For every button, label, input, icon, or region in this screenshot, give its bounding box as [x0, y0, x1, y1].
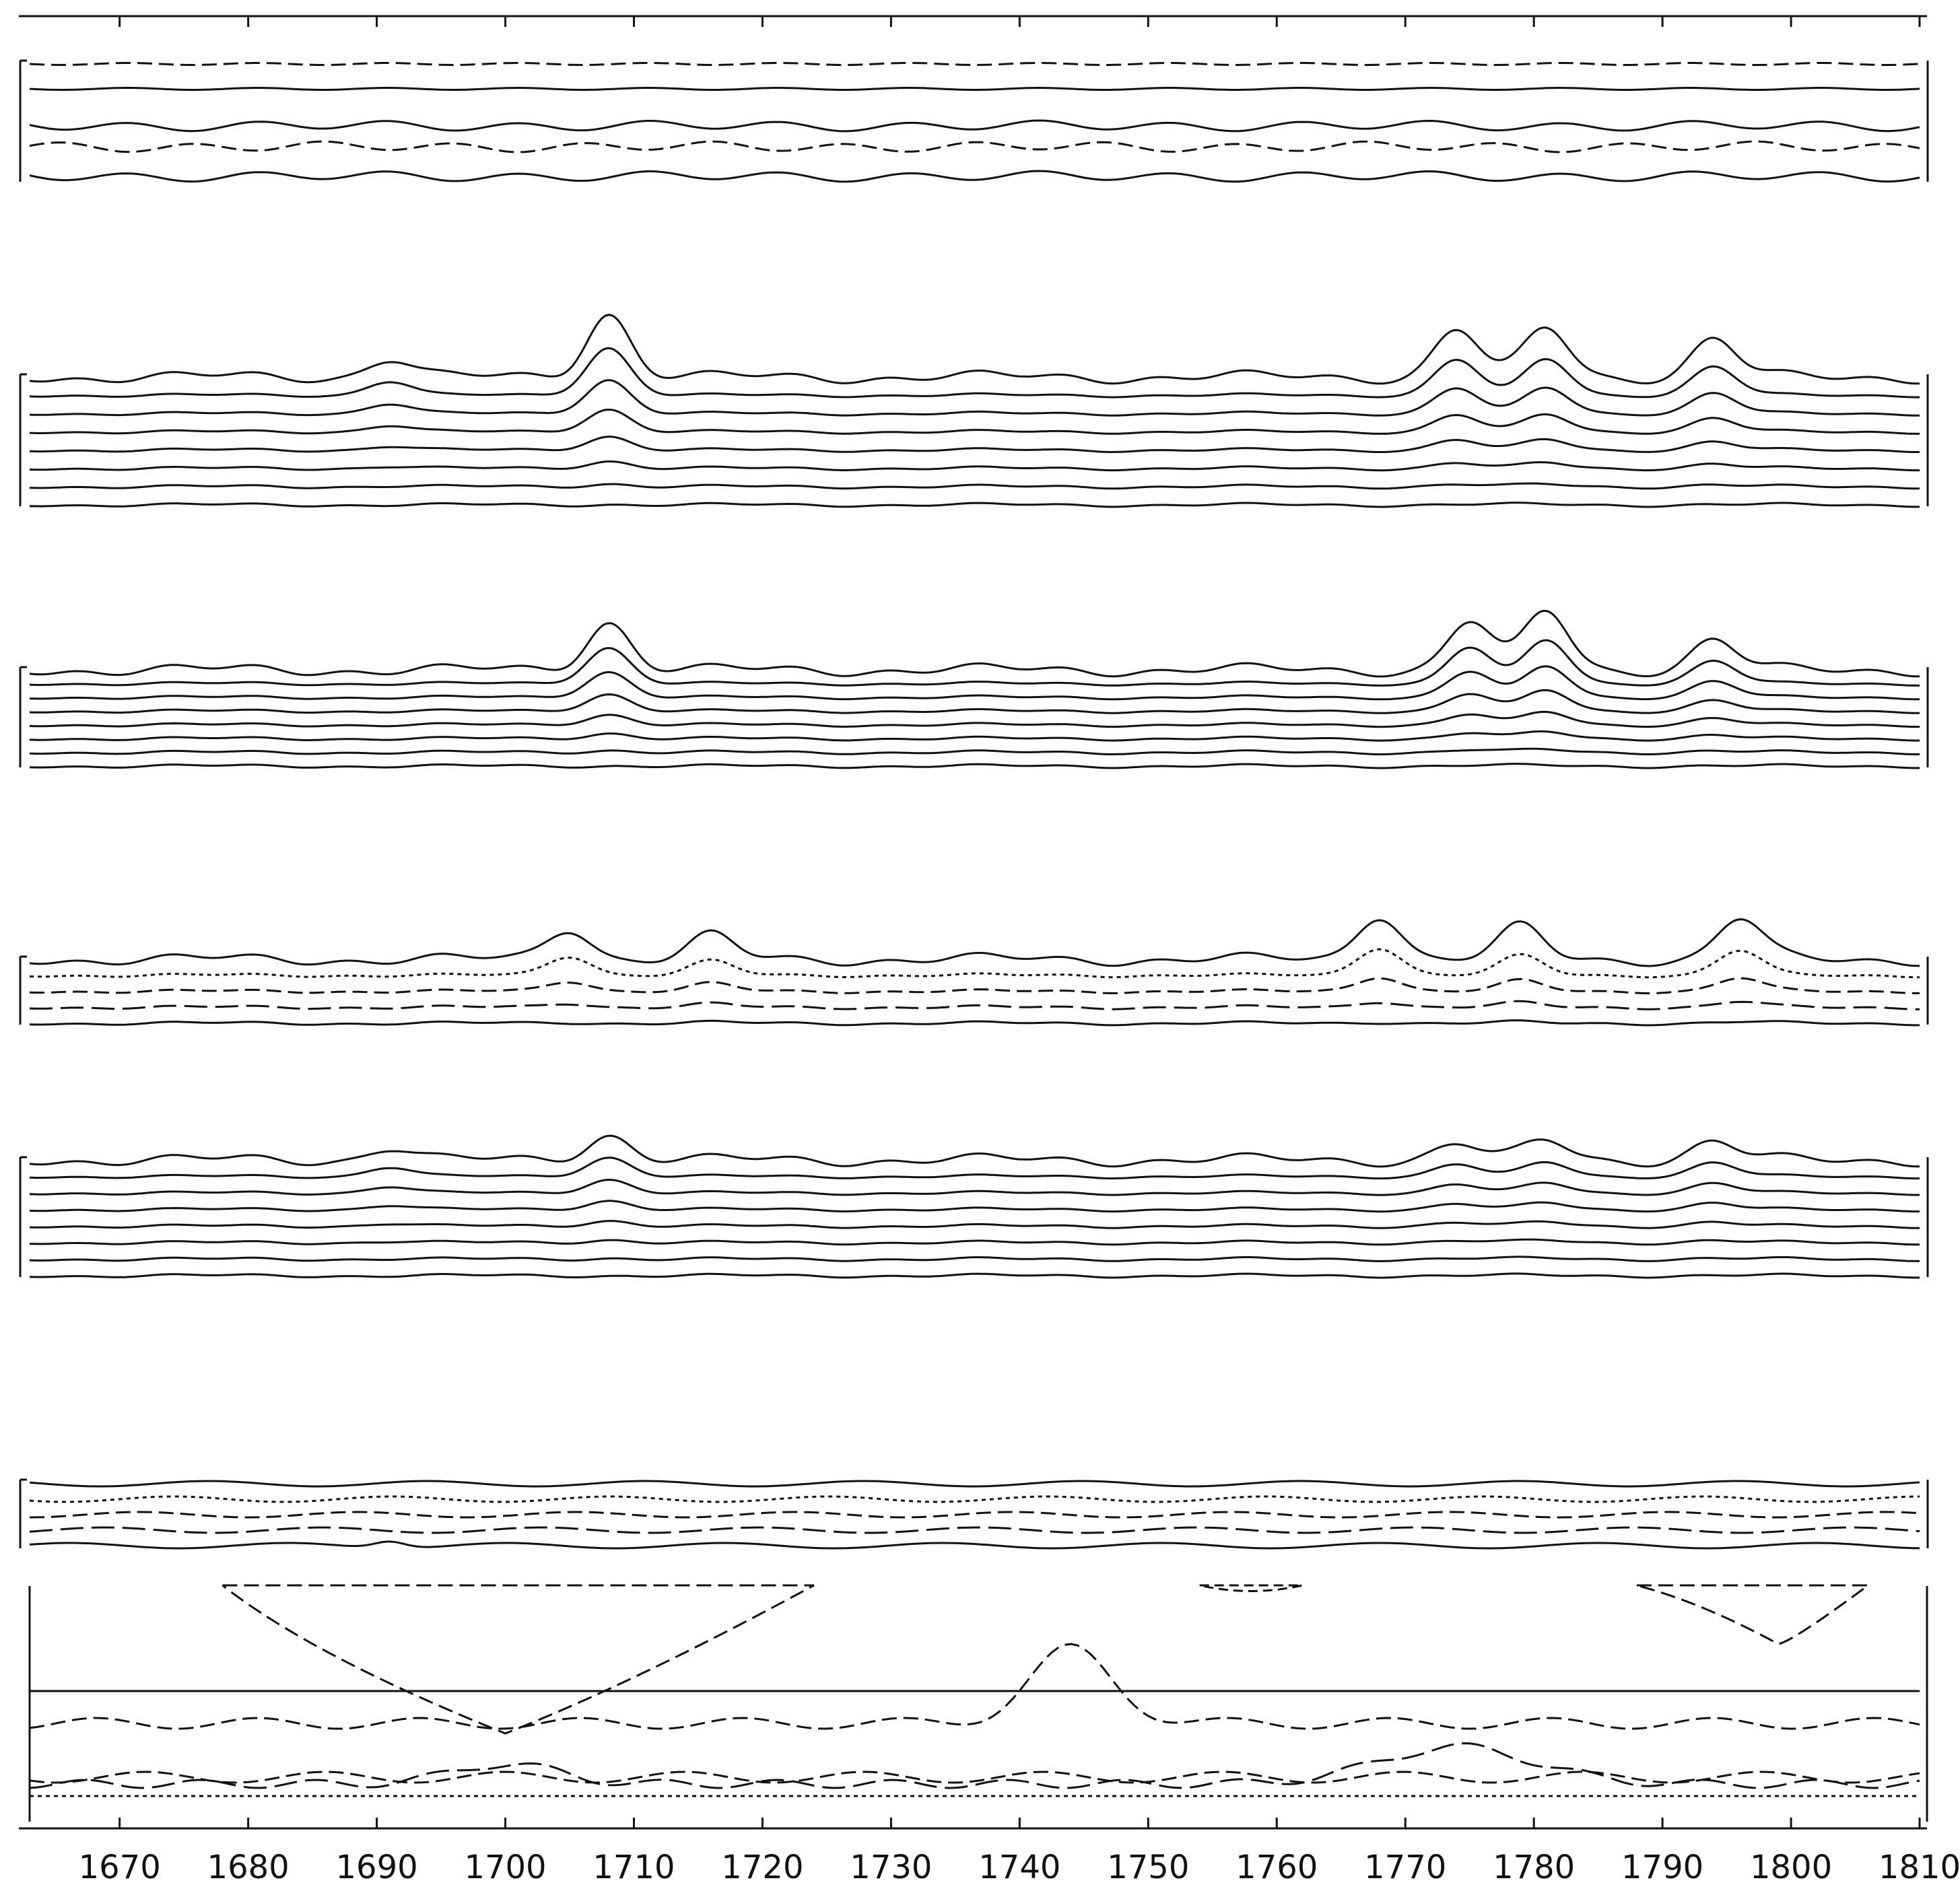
x-tick-label: 1680 — [207, 1849, 290, 1886]
series-line — [1636, 1584, 1872, 1645]
series-line — [29, 1511, 1920, 1519]
x-tick-label: 1800 — [1750, 1849, 1832, 1886]
series-line — [29, 1134, 1920, 1168]
x-tick-label: 1810 — [1879, 1849, 1960, 1886]
series-line — [29, 1220, 1920, 1229]
series-line — [29, 977, 1920, 994]
series-line — [29, 170, 1920, 183]
series-line — [29, 379, 1920, 417]
x-tick-label: 1710 — [593, 1849, 675, 1886]
series-line — [29, 1019, 1920, 1027]
series-line — [1199, 1584, 1303, 1592]
panel-4-left-bracket — [19, 955, 27, 1025]
series-line — [29, 86, 1920, 92]
series-line — [29, 665, 1920, 701]
panel-5 — [19, 1134, 1929, 1279]
series-line — [29, 710, 1920, 728]
series-line — [29, 918, 1920, 967]
series-line — [29, 948, 1920, 979]
panel-6 — [19, 1478, 1929, 1550]
series-line — [29, 1157, 1920, 1179]
series-line — [29, 1000, 1920, 1010]
panel-1-left-bracket — [19, 59, 27, 182]
series-line — [29, 730, 1920, 742]
series-line — [29, 1540, 1920, 1550]
x-tick-label: 1730 — [850, 1849, 932, 1886]
series-line — [29, 1255, 1920, 1262]
x-tick-label: 1760 — [1236, 1849, 1318, 1886]
series-line — [29, 61, 1920, 67]
series-line — [29, 1238, 1920, 1246]
series-line — [29, 763, 1920, 769]
series-line — [29, 347, 1920, 399]
series-line — [29, 1200, 1920, 1213]
series-line — [29, 639, 1920, 687]
series-line — [29, 119, 1920, 133]
series-line — [29, 1742, 1920, 1789]
x-tick-label: 1740 — [978, 1849, 1060, 1886]
panel-3 — [19, 609, 1929, 769]
plot-panels — [19, 59, 1929, 1822]
series-line — [29, 1526, 1920, 1534]
series-line — [29, 689, 1920, 714]
series-line — [29, 314, 1920, 385]
panel-1 — [19, 59, 1929, 183]
panel-3-left-bracket — [19, 666, 27, 767]
x-tick-label: 1700 — [464, 1849, 546, 1886]
panel-6-left-bracket — [19, 1478, 27, 1548]
x-tick-label: 1670 — [79, 1849, 161, 1886]
x-tick-label: 1750 — [1107, 1849, 1189, 1886]
bottom-axis: 1670 1680 1690 1700 1710 1720 1730 1740 1750 1760… — [19, 1818, 1960, 1886]
x-tick-label: 1690 — [335, 1849, 417, 1886]
series-line — [29, 482, 1920, 490]
series-line — [29, 1480, 1920, 1488]
series-line — [29, 747, 1920, 756]
series-line — [29, 1770, 1920, 1784]
panel-5-left-bracket — [19, 1156, 27, 1277]
series-line — [29, 1643, 1920, 1730]
series-line — [29, 460, 1920, 472]
series-line — [222, 1584, 815, 1735]
series-line — [29, 1178, 1920, 1196]
x-tick-label: 1720 — [721, 1849, 803, 1886]
x-tick-label: 1790 — [1621, 1849, 1703, 1886]
x-tick-label: 1770 — [1364, 1849, 1446, 1886]
series-line — [29, 408, 1920, 435]
series-line — [29, 1495, 1920, 1503]
panel-7 — [28, 1584, 1928, 1822]
series-line — [29, 1272, 1920, 1279]
panel-2 — [19, 314, 1929, 508]
panel-4 — [19, 918, 1929, 1027]
top-axis — [19, 15, 1927, 27]
series-line — [29, 609, 1920, 678]
x-tick-label: 1780 — [1493, 1849, 1575, 1886]
panel-2-left-bracket — [19, 373, 27, 506]
series-line — [29, 502, 1920, 508]
series-line — [29, 140, 1920, 153]
series-line — [29, 436, 1920, 453]
